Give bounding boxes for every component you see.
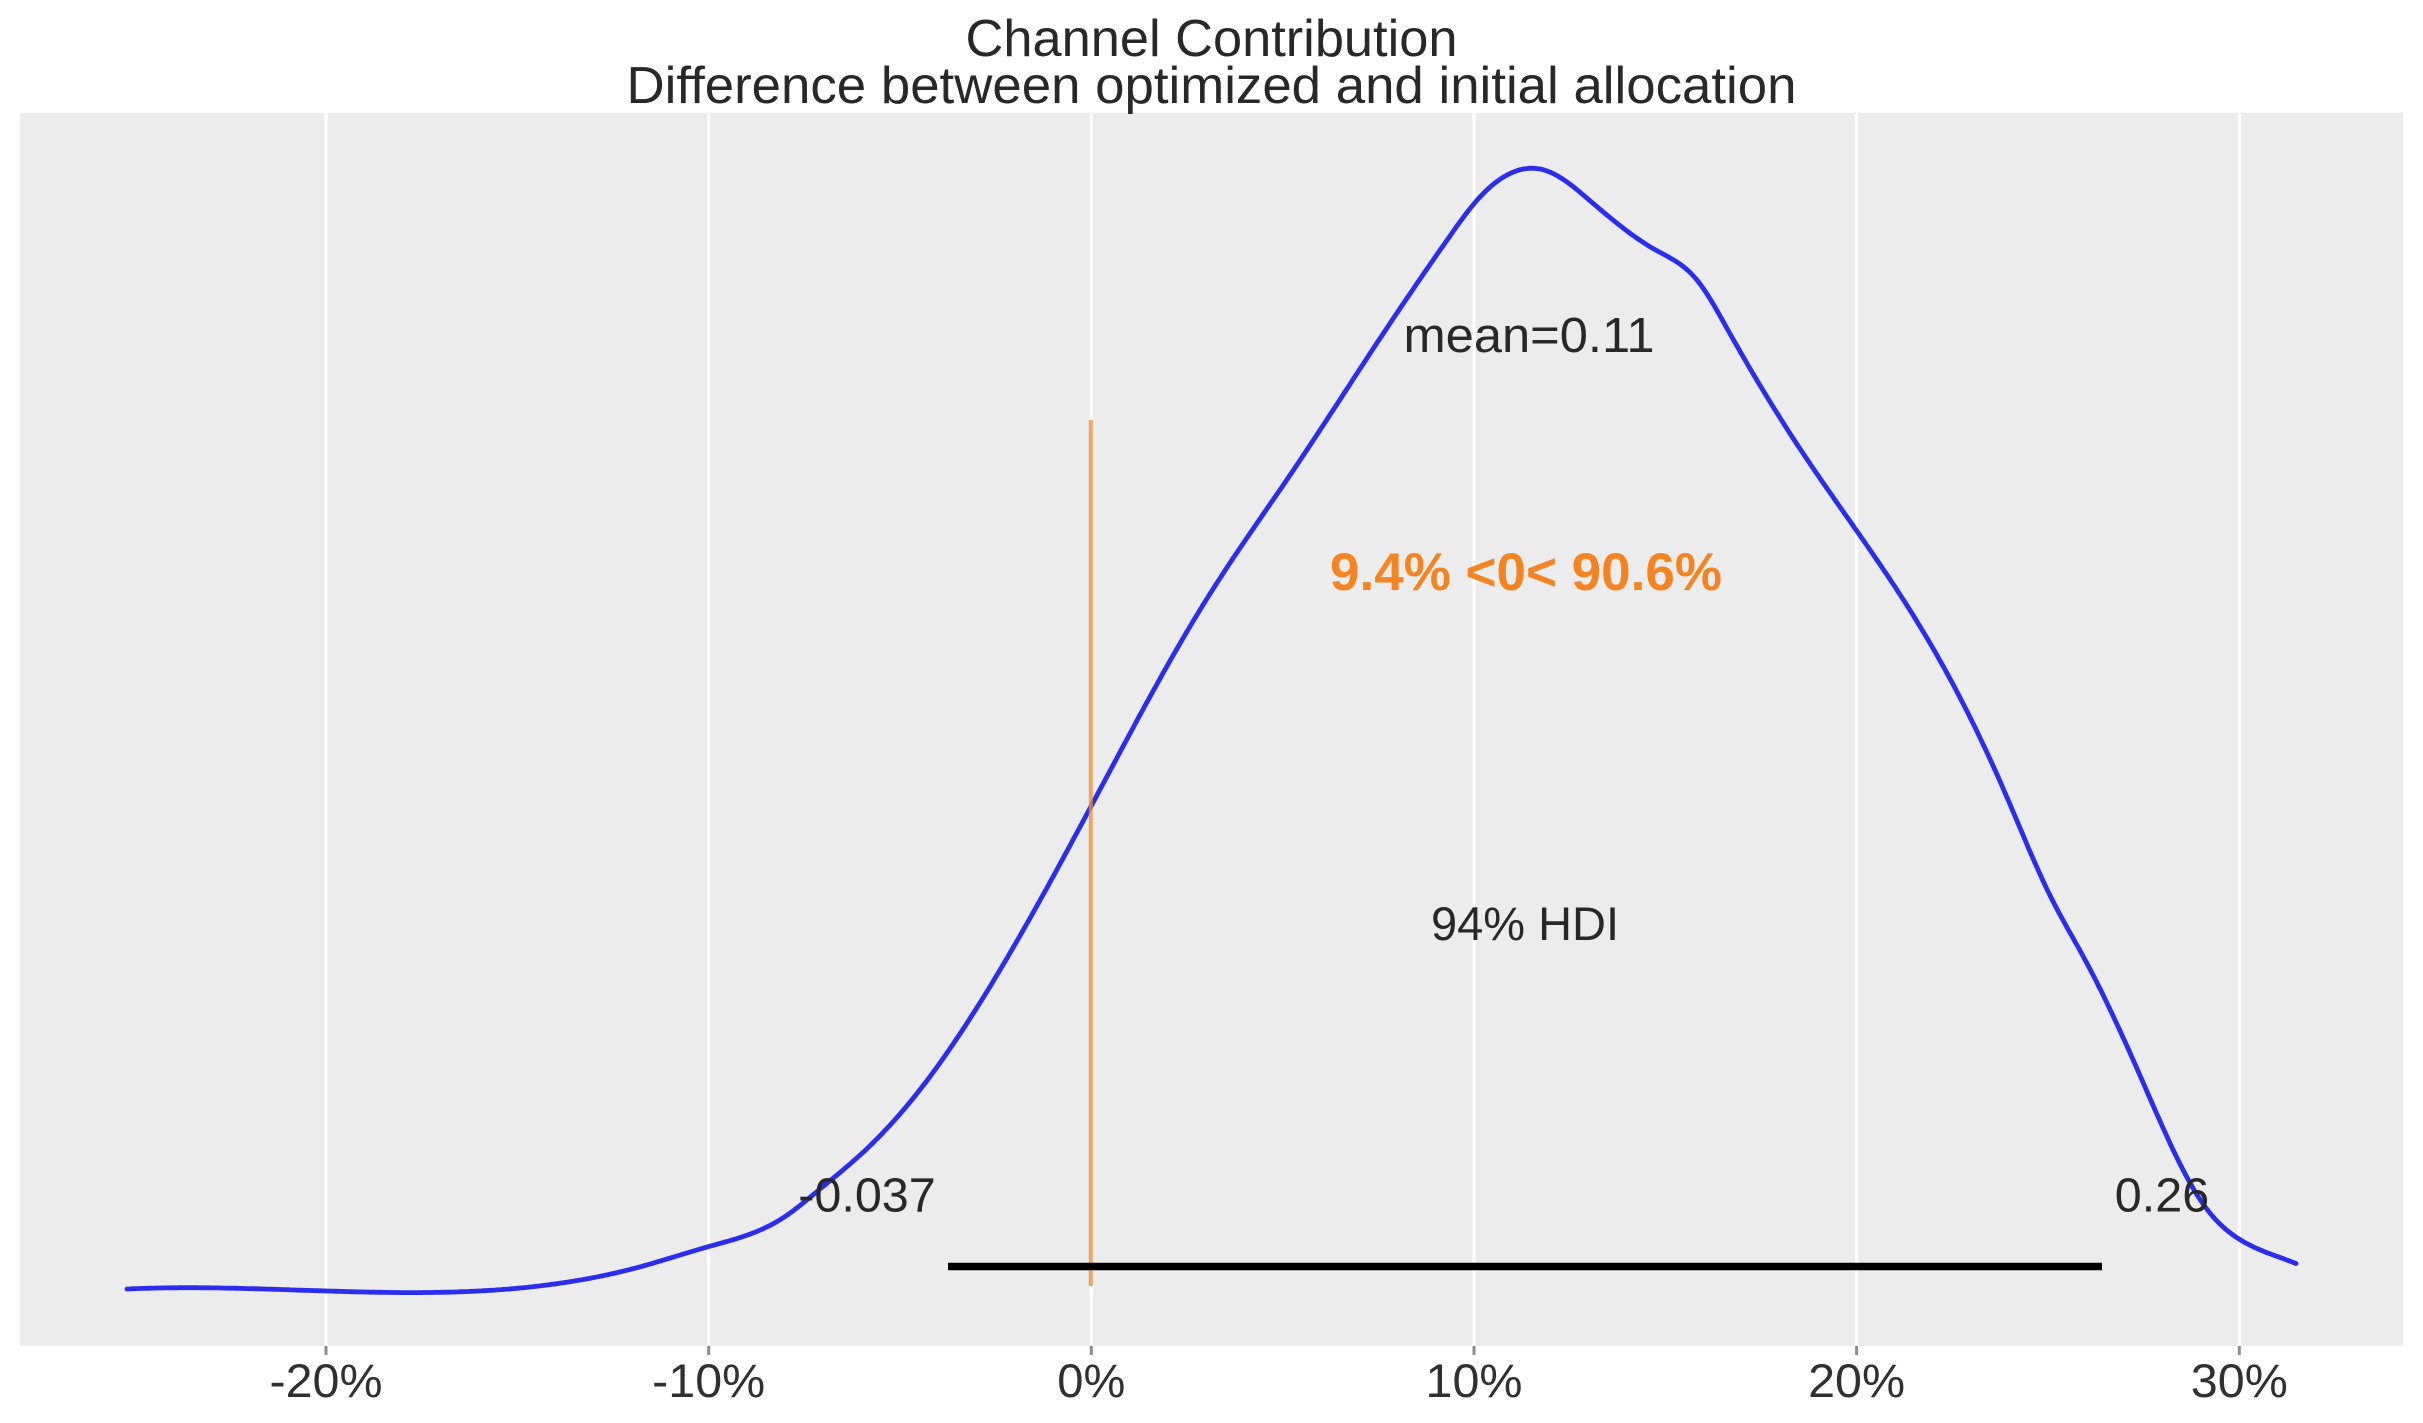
svg-text:9.4% <0< 90.6%: 9.4% <0< 90.6% — [1330, 543, 1722, 602]
svg-text:20%: 20% — [1808, 1354, 1905, 1407]
svg-text:-0.037: -0.037 — [798, 1169, 936, 1223]
svg-text:-20%: -20% — [270, 1354, 383, 1407]
svg-text:0%: 0% — [1057, 1354, 1125, 1407]
svg-text:94% HDI: 94% HDI — [1431, 897, 1619, 950]
svg-text:mean=0.11: mean=0.11 — [1404, 309, 1655, 363]
svg-text:Channel Contribution: Channel Contribution — [966, 10, 1458, 68]
svg-text:-10%: -10% — [652, 1354, 765, 1407]
svg-text:30%: 30% — [2191, 1354, 2288, 1407]
svg-text:Difference between optimized a: Difference between optimized and initial… — [627, 57, 1797, 115]
svg-text:0.26: 0.26 — [2115, 1169, 2209, 1223]
svg-text:10%: 10% — [1426, 1354, 1523, 1407]
